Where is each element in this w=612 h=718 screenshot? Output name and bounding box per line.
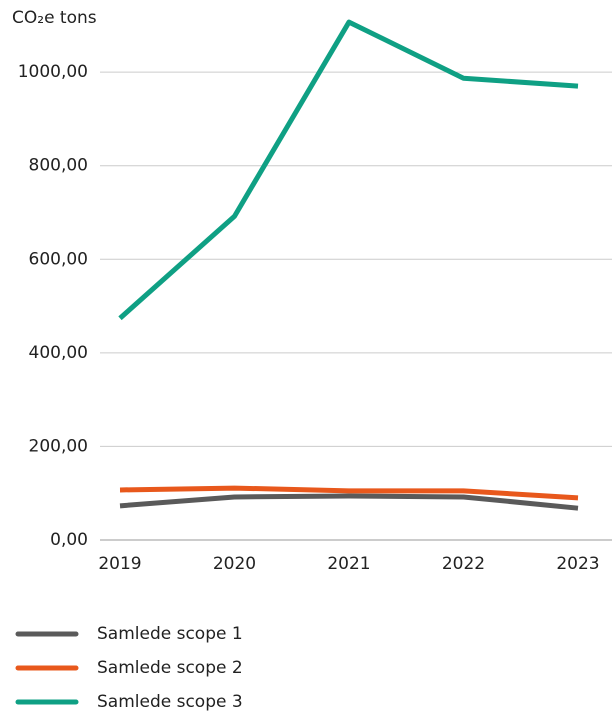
y-tick-label: 0,00: [50, 530, 88, 550]
legend-label: Samlede scope 2: [97, 658, 243, 678]
y-tick-label: 600,00: [29, 249, 88, 269]
legend-label: Samlede scope 1: [97, 624, 243, 644]
x-tick-label: 2019: [98, 554, 141, 574]
x-tick-label: 2021: [327, 554, 370, 574]
y-tick-label: 200,00: [29, 436, 88, 456]
x-tick-label: 2020: [213, 554, 256, 574]
y-axis-label: CO₂e tons: [12, 8, 97, 28]
series-line: [118, 19, 579, 321]
x-tick-label: 2023: [556, 554, 599, 574]
y-tick-label: 800,00: [29, 156, 88, 176]
y-tick-label: 400,00: [29, 343, 88, 363]
series-line: [119, 493, 579, 511]
y-tick-label: 1000,00: [18, 62, 88, 82]
series-line: [119, 485, 579, 501]
legend-label: Samlede scope 3: [97, 692, 243, 712]
x-tick-label: 2022: [442, 554, 485, 574]
